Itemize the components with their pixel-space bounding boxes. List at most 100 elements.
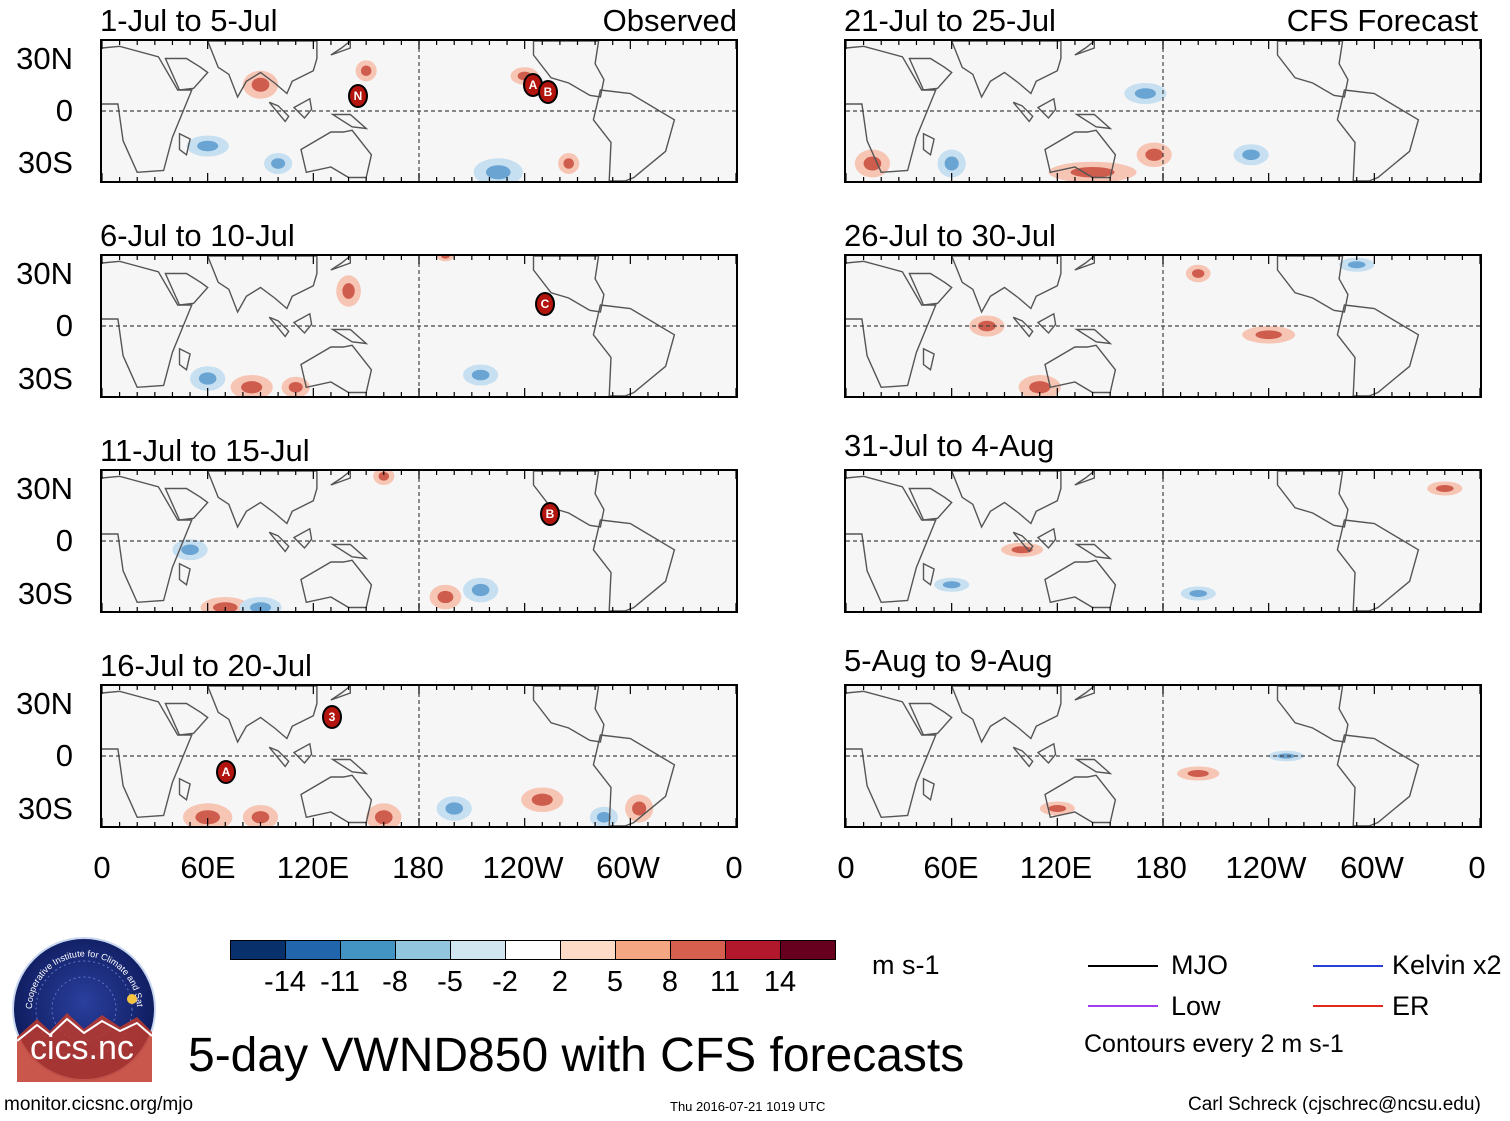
- panel-title-4: 21-Jul to 25-Jul: [844, 3, 1056, 38]
- coastline: [330, 113, 369, 130]
- lat-label-eq: 0: [55, 523, 73, 558]
- colorbar-swatch: [505, 940, 561, 960]
- anomaly-core: [197, 140, 219, 152]
- coastline: [922, 347, 935, 372]
- coastline: [532, 256, 605, 313]
- coastline: [1074, 328, 1113, 345]
- anomaly-core: [1277, 753, 1296, 759]
- coastline: [950, 256, 1062, 314]
- colorbar-swatch: [340, 940, 396, 960]
- footer-url[interactable]: monitor.cicsnc.org/mjo: [4, 1094, 194, 1115]
- anomaly-core: [942, 581, 961, 589]
- coastline: [1074, 113, 1113, 130]
- anomaly-core: [198, 372, 217, 385]
- figure-title: 5-day VWND850 with CFS forecasts: [188, 1029, 965, 1082]
- lat-label-30s: 30S: [17, 791, 73, 826]
- coastline: [206, 686, 318, 744]
- anomaly-core: [944, 156, 959, 171]
- map-panel-26jul-30jul: [844, 254, 1482, 398]
- map-panel-21jul-25jul: [844, 39, 1482, 183]
- anomaly-core: [212, 602, 238, 611]
- anomaly-core: [1347, 261, 1366, 269]
- anomaly-core: [441, 256, 450, 259]
- lon-label-60w: 60W: [1340, 850, 1404, 885]
- anomaly-core: [1145, 148, 1163, 161]
- map-canvas: [846, 471, 1480, 611]
- panel-title-7: 5-Aug to 9-Aug: [844, 643, 1053, 678]
- coastline: [532, 41, 605, 98]
- legend-kelvin-line: [1313, 965, 1383, 967]
- colorbar-tick-label: 11: [709, 966, 741, 998]
- anomaly-core: [241, 381, 263, 394]
- lon-label-60w: 60W: [596, 850, 660, 885]
- coastline: [592, 519, 676, 611]
- coastline: [292, 527, 313, 550]
- map-canvas: [846, 686, 1480, 826]
- coastline: [1044, 559, 1117, 609]
- anomaly-core: [360, 65, 372, 76]
- panel-source-observed: Observed: [602, 3, 737, 38]
- anomaly-core: [437, 590, 454, 604]
- coastline: [532, 686, 605, 743]
- coastline: [330, 471, 352, 486]
- legend-low-line: [1088, 1005, 1158, 1007]
- map-panel-6jul-10jul: [100, 254, 738, 398]
- map-canvas: [846, 256, 1480, 396]
- map-canvas: [846, 41, 1480, 181]
- anomaly-core: [471, 583, 490, 597]
- colorbar-tick-label: -11: [320, 966, 360, 998]
- coastline: [592, 734, 676, 826]
- anomaly-core: [288, 382, 303, 393]
- anomaly-core: [249, 602, 272, 611]
- coastline: [268, 316, 290, 338]
- logo-text: cics.nc: [30, 1029, 134, 1067]
- anomaly-core: [342, 283, 355, 299]
- anomaly-core: [1134, 88, 1156, 99]
- lon-label-60e: 60E: [923, 850, 979, 885]
- coastline: [268, 746, 290, 768]
- anomaly-core: [1048, 805, 1067, 812]
- map-panel-11jul-15jul: [100, 469, 738, 613]
- coastline: [1044, 129, 1117, 179]
- panel-title-2: 11-Jul to 15-Jul: [100, 433, 310, 468]
- map-canvas: [102, 41, 736, 181]
- storm-marker-c: C: [535, 292, 555, 316]
- coastline: [532, 471, 605, 528]
- coastline: [1074, 686, 1096, 701]
- coastline: [950, 471, 1062, 529]
- lon-label-0: 0: [837, 850, 855, 885]
- colorbar-swatch: [670, 940, 726, 960]
- storm-marker-n: N: [348, 84, 368, 108]
- coastline: [592, 89, 676, 181]
- lat-label-eq: 0: [55, 738, 73, 773]
- legend-contours: Contours every 2 m s-1: [1084, 1030, 1344, 1058]
- map-panel-5aug-9aug: [844, 684, 1482, 828]
- coastline: [1036, 527, 1057, 550]
- coastline: [1336, 89, 1420, 181]
- map-canvas: [102, 686, 736, 826]
- colorbar-swatch: [780, 940, 836, 960]
- lon-label-0: 0: [1468, 850, 1486, 885]
- colorbar-tick-label: 5: [606, 966, 624, 998]
- coastline: [1276, 686, 1349, 743]
- cics-logo: Cooperative Institute for Climate and Sa…: [9, 929, 157, 1082]
- anomaly-core: [1070, 167, 1115, 178]
- coastline: [908, 487, 953, 521]
- coastline: [330, 543, 369, 560]
- coastline: [300, 344, 373, 394]
- lat-label-30s: 30S: [17, 361, 73, 396]
- coastline: [1044, 344, 1117, 394]
- coastline: [1074, 543, 1113, 560]
- lon-label-120e: 120E: [1019, 850, 1093, 885]
- coastline: [908, 272, 953, 306]
- coastline: [178, 132, 191, 157]
- coastline: [1276, 256, 1349, 313]
- coastline: [300, 774, 373, 824]
- panel-title-0: 1-Jul to 5-Jul: [100, 3, 278, 38]
- anomaly-core: [374, 810, 393, 825]
- coastline: [300, 559, 373, 609]
- footer-credit: Carl Schreck (cjschrec@ncsu.edu): [1188, 1094, 1481, 1115]
- coastline: [206, 256, 318, 314]
- coastline: [592, 304, 676, 396]
- coastline: [1012, 746, 1034, 768]
